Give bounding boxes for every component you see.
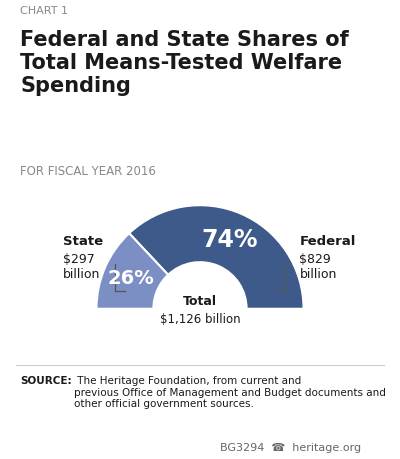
Text: $297: $297 xyxy=(63,252,95,266)
Text: billion: billion xyxy=(63,268,101,281)
Text: billion: billion xyxy=(300,268,337,281)
Text: State: State xyxy=(63,235,104,248)
Text: Federal and State Shares of
Total Means-Tested Welfare
Spending: Federal and State Shares of Total Means-… xyxy=(20,29,349,96)
Wedge shape xyxy=(96,233,168,309)
Text: 26%: 26% xyxy=(108,269,154,288)
Wedge shape xyxy=(129,205,304,309)
Text: $1,126 billion: $1,126 billion xyxy=(160,313,240,325)
Text: Federal: Federal xyxy=(300,235,356,248)
Text: $829: $829 xyxy=(300,252,331,266)
Text: 74%: 74% xyxy=(202,228,258,252)
Text: The Heritage Foundation, from current and
previous Office of Management and Budg: The Heritage Foundation, from current an… xyxy=(74,376,386,409)
Text: Total: Total xyxy=(183,295,217,308)
Text: SOURCE:: SOURCE: xyxy=(20,376,72,386)
Text: CHART 1: CHART 1 xyxy=(20,6,68,17)
Text: BG3294  ☎  heritage.org: BG3294 ☎ heritage.org xyxy=(220,443,361,453)
Text: FOR FISCAL YEAR 2016: FOR FISCAL YEAR 2016 xyxy=(20,165,156,178)
